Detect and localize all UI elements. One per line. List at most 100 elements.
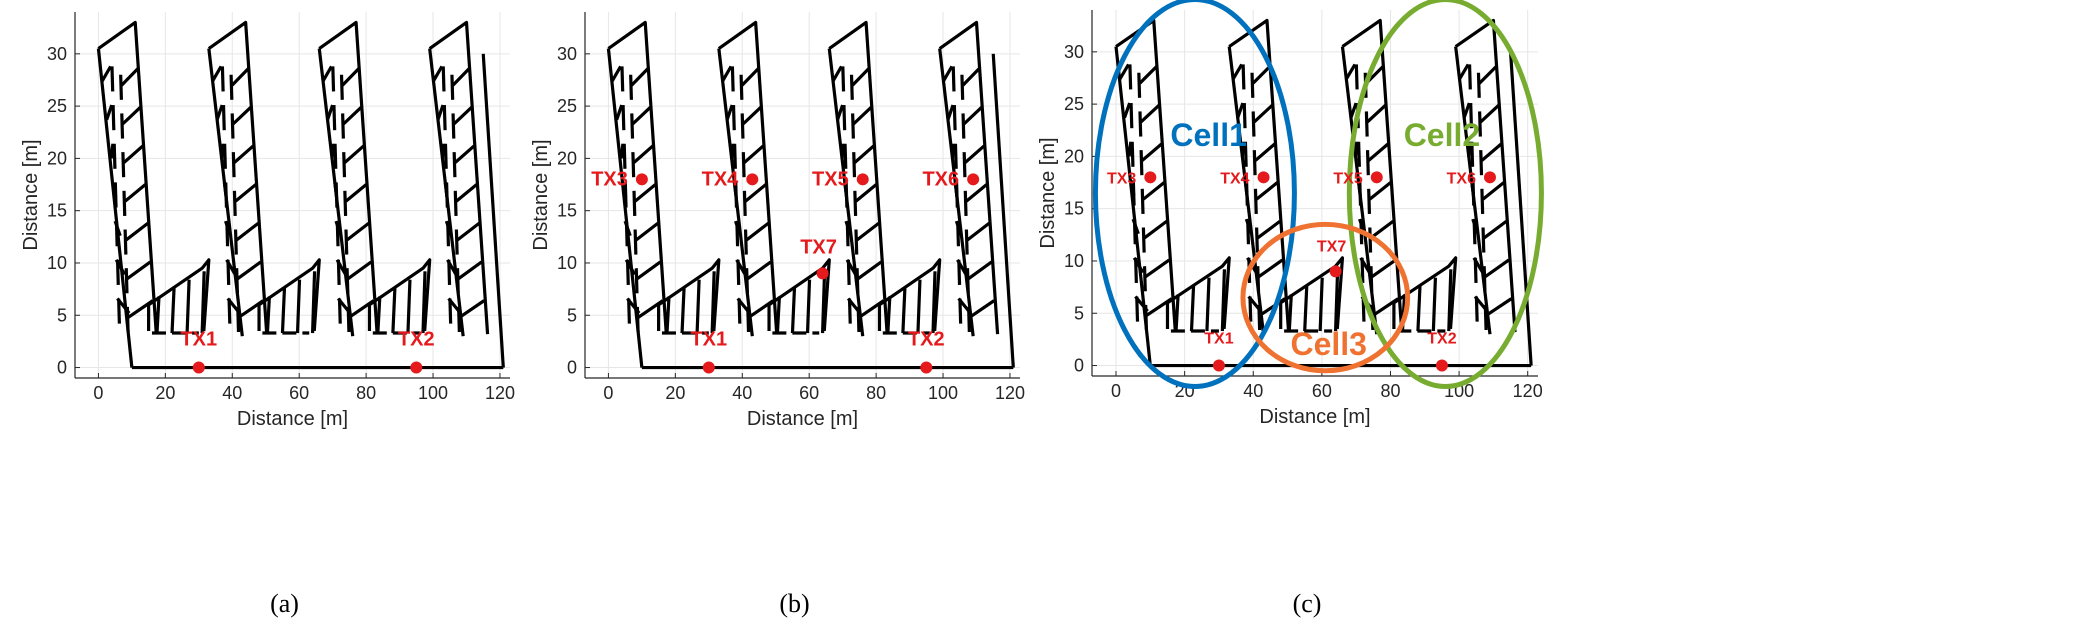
x-axis-label: Distance [m]	[1259, 406, 1370, 428]
tx-marker-tx6	[1483, 171, 1496, 184]
corridor-dash	[964, 229, 969, 255]
low-block-wall	[805, 279, 812, 334]
room-wall	[1118, 63, 1130, 80]
cell-3-boundary	[1240, 221, 1411, 374]
boundary-line	[481, 53, 505, 368]
room-wall	[1344, 63, 1357, 80]
tx-label-tx1: TX1	[690, 329, 727, 351]
tx-label-tx6: TX6	[1447, 170, 1476, 187]
room-wall	[1251, 65, 1271, 85]
tx-marker-tx2	[920, 361, 933, 374]
low-block-wall	[280, 287, 287, 334]
room-wall	[1256, 219, 1281, 240]
corridor-dash	[1128, 64, 1133, 90]
y-tick-label: 5	[567, 305, 577, 325]
room-wall	[109, 143, 115, 159]
corridor-dash	[1256, 266, 1261, 292]
low-block-wall	[695, 279, 701, 334]
corridor-dash	[333, 143, 338, 169]
room-wall	[220, 143, 225, 159]
room-wall	[436, 104, 445, 121]
building-layout	[1114, 18, 1533, 368]
room-wall	[225, 259, 237, 276]
panel-caption: (b)	[779, 589, 809, 618]
corridor-dash	[344, 229, 349, 255]
room-wall	[232, 105, 252, 126]
room-wall	[624, 259, 637, 276]
corridor-dash	[741, 152, 746, 178]
corridor-dash	[1476, 72, 1481, 98]
corridor-dash	[733, 143, 737, 169]
corridor-dash	[631, 152, 636, 178]
corridor-dash	[220, 66, 225, 92]
room-wall	[836, 104, 845, 121]
low-block-wall	[265, 296, 272, 334]
corridor-dash	[450, 74, 455, 100]
room-wall	[942, 65, 954, 82]
low-block-wall	[1431, 277, 1438, 332]
corridor-dash	[341, 113, 345, 139]
corridor-dash	[443, 143, 448, 169]
room-wall	[224, 220, 233, 237]
corridor-dash	[1480, 188, 1485, 214]
corridor-dash	[455, 268, 460, 294]
room-wall	[1236, 102, 1245, 119]
y-tick-label: 20	[1064, 146, 1084, 166]
room-wall	[1483, 219, 1508, 240]
room-wall	[843, 182, 849, 198]
room-wall	[967, 260, 993, 280]
room-wall	[236, 260, 262, 280]
room-wall	[336, 297, 352, 315]
tower-outline-right	[1115, 18, 1177, 333]
tx-marker-tx1	[702, 361, 715, 374]
room-wall	[1253, 103, 1274, 124]
room-wall	[121, 105, 142, 126]
panel-caption: (a)	[270, 589, 299, 618]
corridor-dash	[1242, 103, 1247, 129]
panel-a: 0 20 40 60 80 100 120 0 5 10 15 20 25 30 Distance [m] D…	[20, 12, 515, 618]
low-block-1	[1165, 256, 1231, 333]
corridor-dash	[1369, 266, 1374, 292]
low-block-wall	[1318, 277, 1324, 332]
tx-marker-tx5	[856, 173, 869, 186]
room-wall	[1139, 103, 1161, 124]
corridor-dash	[963, 190, 968, 216]
tower-outline-right	[1228, 18, 1291, 333]
corridor-dash	[331, 66, 336, 92]
tx-label-tx5: TX5	[1333, 170, 1362, 187]
room-wall	[961, 67, 981, 87]
tower-4	[938, 20, 1000, 337]
corridor-dash	[630, 113, 635, 139]
corridor-dash	[454, 229, 459, 255]
corridor-dash	[1252, 150, 1257, 176]
room-wall	[235, 221, 260, 242]
corridor-dash	[854, 229, 859, 255]
tower-1	[1114, 18, 1177, 366]
corridor-dash	[951, 66, 956, 92]
room-wall	[856, 221, 880, 242]
corridor-dash	[1138, 111, 1143, 137]
room-wall	[745, 221, 770, 242]
room-wall	[458, 299, 486, 319]
room-wall	[443, 182, 449, 198]
room-wall	[1349, 102, 1358, 119]
tx-marker-tx1	[1212, 359, 1225, 372]
low-block-wall	[170, 287, 176, 334]
room-wall	[1462, 102, 1471, 119]
x-tick-label: 60	[289, 383, 309, 403]
x-tick-label: 60	[1312, 381, 1332, 401]
low-block-wall	[1189, 285, 1196, 332]
corridor-dash	[855, 268, 860, 294]
room-wall	[1484, 258, 1510, 278]
x-tick-label: 100	[418, 383, 448, 403]
x-tick-label: 40	[222, 383, 242, 403]
tower-1	[96, 20, 158, 368]
corridor-dash	[742, 190, 747, 216]
tower-3	[827, 20, 889, 337]
low-block-wall	[790, 287, 797, 334]
y-tick-label: 30	[557, 44, 577, 64]
x-axis-label: Distance [m]	[747, 408, 858, 430]
corridor-dash	[634, 268, 639, 294]
y-tick-label: 25	[1064, 94, 1084, 114]
corridor-dash	[1481, 227, 1486, 253]
